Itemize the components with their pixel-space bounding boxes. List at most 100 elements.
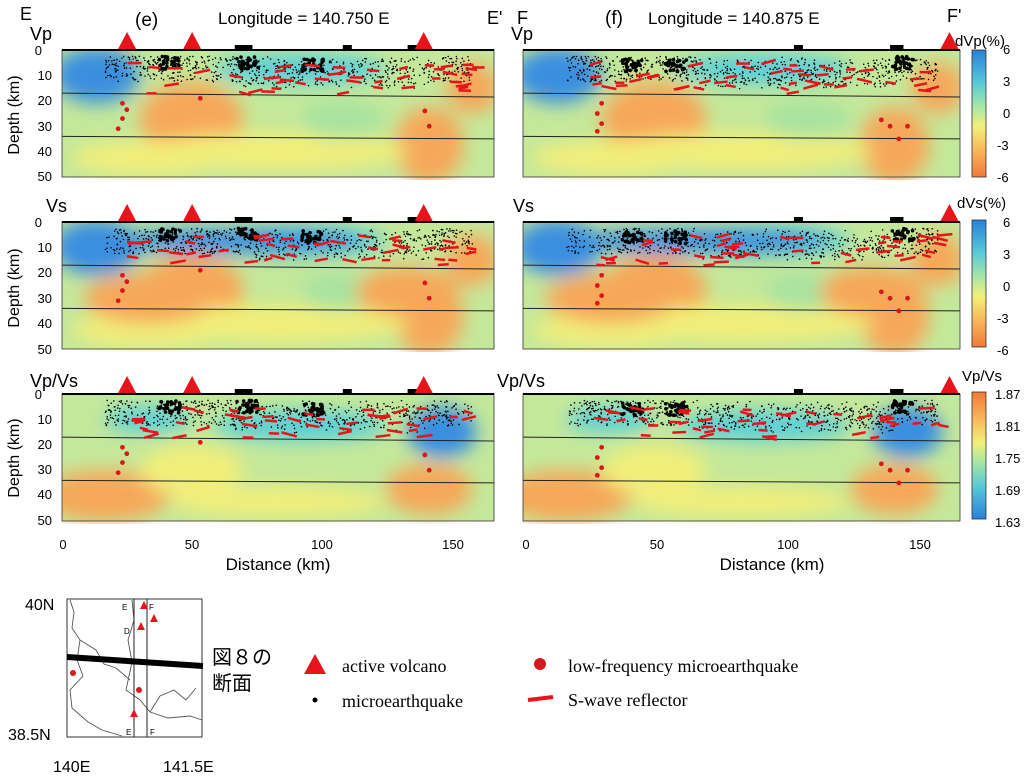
microearthquake-dot <box>274 62 276 65</box>
microearthquake-dot <box>789 247 792 249</box>
microearthquake-dot <box>189 78 192 80</box>
microearthquake-dot <box>292 240 295 242</box>
microearthquake-dot <box>148 242 150 245</box>
microearthquake-dot <box>255 243 258 246</box>
microearthquake-dot <box>169 402 174 406</box>
microearthquake-dot <box>914 73 917 75</box>
microearthquake-dot <box>577 419 579 421</box>
microearthquake-dot <box>171 77 174 79</box>
microearthquake-dot <box>215 423 218 425</box>
microearthquake-dot <box>430 79 432 82</box>
microearthquake-dot <box>723 409 726 411</box>
microearthquake-dot <box>882 75 885 78</box>
microearthquake-dot <box>572 234 574 237</box>
microearthquake-dot <box>453 70 456 72</box>
microearthquake-dot <box>189 69 192 72</box>
microearthquake-dot <box>175 247 177 250</box>
microearthquake-dot <box>468 76 471 79</box>
section-panels <box>61 32 961 522</box>
s-wave-reflector <box>247 88 263 95</box>
microearthquake-dot <box>722 63 725 66</box>
microearthquake-dot <box>455 60 457 62</box>
microearthquake-dot <box>895 80 898 82</box>
microearthquake-dot <box>192 78 194 80</box>
microearthquake-dot <box>771 248 774 251</box>
microearthquake-dot <box>241 78 244 81</box>
microearthquake-dot <box>873 83 876 86</box>
microearthquake-dot <box>412 239 415 241</box>
microearthquake-dot <box>907 62 912 66</box>
microearthquake-dot <box>853 236 855 239</box>
microearthquake-dot <box>836 253 839 256</box>
microearthquake-dot <box>816 401 819 404</box>
microearthquake-dot <box>593 60 595 62</box>
microearthquake-dot <box>872 404 875 406</box>
microearthquake-dot <box>404 251 406 253</box>
microearthquake-dot <box>451 61 453 64</box>
active-volcano-marker <box>940 204 959 221</box>
s-wave-reflector <box>798 73 812 77</box>
microearthquake-dot <box>123 64 125 67</box>
microearthquake-dot <box>427 81 429 83</box>
microearthquake-dot <box>300 60 303 63</box>
microearthquake-dot <box>851 415 853 417</box>
microearthquake-dot <box>394 241 396 244</box>
s-wave-reflector <box>909 77 920 81</box>
microearthquake-dot <box>426 239 429 241</box>
s-wave-reflector <box>916 239 927 243</box>
microearthquake-dot <box>671 58 676 62</box>
microearthquake-dot <box>757 61 760 64</box>
microearthquake-dot <box>713 72 716 75</box>
moho-discontinuity <box>523 479 960 484</box>
microearthquake-dot <box>413 238 416 240</box>
microearthquake-dot <box>421 244 424 246</box>
microearthquake-dot <box>720 85 722 88</box>
microearthquake-dot <box>603 230 606 233</box>
microearthquake-dot <box>311 57 315 61</box>
microearthquake-dot <box>435 410 437 413</box>
microearthquake-dot <box>754 429 757 431</box>
microearthquake-dot <box>574 422 576 425</box>
microearthquake-dot <box>827 239 830 242</box>
microearthquake-dot <box>651 63 654 66</box>
microearthquake-dot <box>624 64 629 68</box>
microearthquake-dot <box>834 237 837 240</box>
microearthquake-dot <box>204 62 206 64</box>
microearthquake-dot <box>797 61 800 63</box>
microearthquake-dot <box>636 238 640 243</box>
microearthquake-dot <box>162 59 166 63</box>
microearthquake-dot <box>923 61 926 63</box>
microearthquake-dot <box>764 230 767 233</box>
s-wave-reflector <box>716 242 726 248</box>
microearthquake-dot <box>383 424 385 427</box>
microearthquake-dot <box>105 61 108 63</box>
microearthquake-dot <box>410 81 412 84</box>
microearthquake-dot <box>750 59 753 62</box>
active-volcano-marker <box>118 32 137 49</box>
microearthquake-dot <box>928 243 931 245</box>
microearthquake-dot <box>725 248 727 251</box>
microearthquake-dot <box>454 403 457 405</box>
microearthquake-dot <box>403 413 405 416</box>
microearthquake-dot <box>915 251 917 253</box>
microearthquake-dot <box>607 238 610 241</box>
microearthquake-dot <box>747 425 750 428</box>
microearthquake-dot <box>210 422 213 424</box>
microearthquake-dot <box>186 65 188 68</box>
microearthquake-dot <box>863 406 865 409</box>
microearthquake-dot <box>344 254 346 257</box>
microearthquake-dot <box>632 228 635 231</box>
s-wave-reflector <box>601 84 617 91</box>
microearthquake-dot <box>219 233 222 235</box>
microearthquake-dot <box>790 423 792 426</box>
microearthquake-dot <box>687 418 690 421</box>
low-frequency-event <box>878 117 884 123</box>
microearthquake-dot <box>205 65 207 67</box>
microearthquake-dot <box>440 244 443 246</box>
microearthquake-dot <box>818 245 820 247</box>
s-wave-reflector <box>918 88 932 93</box>
microearthquake-dot <box>118 60 121 63</box>
microearthquake-dot <box>406 432 409 434</box>
microearthquake-dot <box>213 71 216 74</box>
microearthquake-dot <box>387 86 390 89</box>
